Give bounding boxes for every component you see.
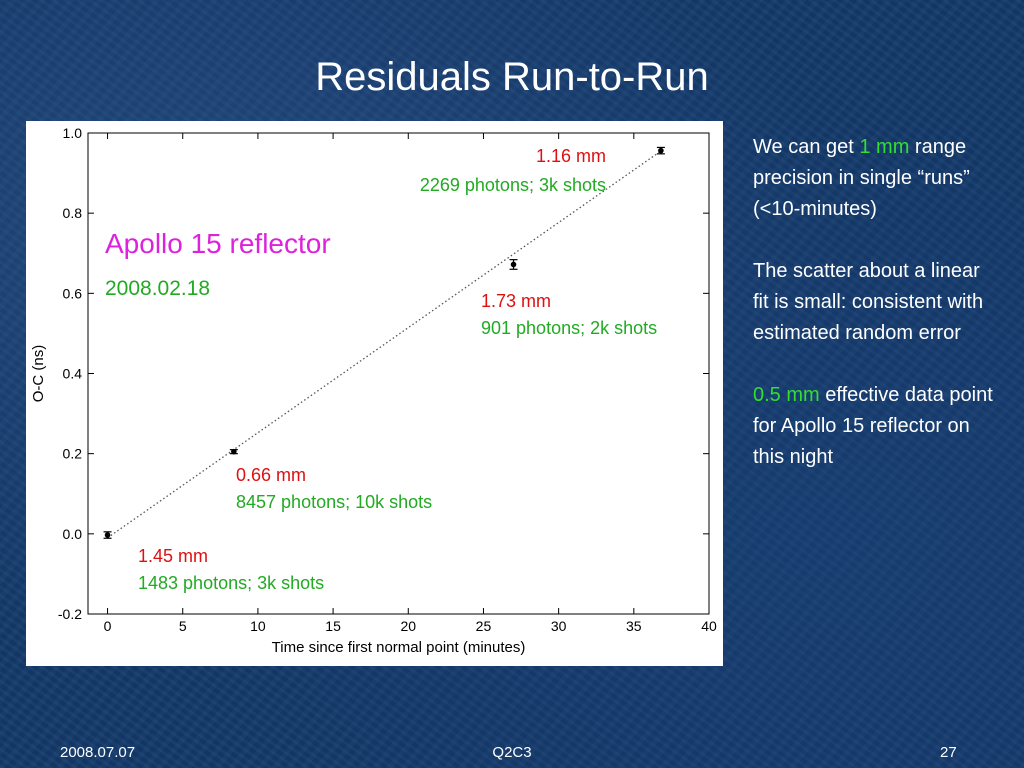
- photon-label: 2269 photons; 3k shots: [420, 175, 606, 195]
- x-tick-label: 10: [250, 618, 266, 634]
- x-axis-label: Time since first normal point (minutes): [272, 639, 526, 656]
- precision-label: 1.16 mm: [536, 146, 606, 166]
- slide-title: Residuals Run-to-Run: [315, 55, 709, 99]
- precision-label: 1.45 mm: [138, 546, 208, 566]
- data-point: [658, 147, 664, 154]
- residuals-chart: 0 5 10 15 20 25 30 35 40 -0.2 0.0 0.2 0.4 0.6 0.8 1.0 Ti…: [30, 125, 717, 656]
- precision-highlight: 1 mm: [859, 136, 910, 158]
- y-tick-label: 0.0: [63, 526, 83, 542]
- x-tick-label: 25: [476, 618, 492, 634]
- y-tick-label: -0.2: [58, 606, 82, 622]
- data-point: [231, 448, 237, 455]
- residuals-plot: 0 5 10 15 20 25 30 35 40 -0.2 0.0 0.2 0.4 0.6 0.8 1.0 Ti…: [26, 121, 723, 666]
- slide-number: 27: [940, 744, 957, 761]
- side-notes: We can get 1 mm range precision in singl…: [753, 132, 993, 504]
- precision-label: 1.73 mm: [481, 291, 551, 311]
- photon-label: 901 photons; 2k shots: [481, 318, 657, 338]
- observation-date: 2008.02.18: [105, 277, 210, 300]
- y-tick-label: 1.0: [63, 125, 83, 141]
- x-tick-label: 0: [104, 618, 112, 634]
- data-point: [104, 532, 111, 538]
- reflector-label: Apollo 15 reflector: [105, 228, 331, 259]
- y-tick-label: 0.8: [63, 205, 83, 221]
- precision-label: 0.66 mm: [236, 465, 306, 485]
- x-tick-label: 15: [325, 618, 341, 634]
- x-tick-label: 30: [551, 618, 567, 634]
- data-point: [510, 261, 517, 268]
- x-tick-label: 5: [179, 618, 187, 634]
- x-tick-label: 40: [701, 618, 717, 634]
- effective-highlight: 0.5 mm: [753, 384, 820, 406]
- footer-title: Q2C3: [492, 744, 532, 761]
- photon-label: 1483 photons; 3k shots: [138, 573, 324, 593]
- footer-date: 2008.07.07: [60, 744, 136, 761]
- fit-line: [107, 150, 662, 539]
- y-tick-label: 0.4: [63, 366, 83, 382]
- y-axis-label: O-C (ns): [30, 345, 47, 403]
- plot-frame: [87, 132, 710, 615]
- effective-point-note: 0.5 mm effective data point for Apollo 1…: [753, 384, 993, 468]
- precision-note: We can get 1 mm range precision in singl…: [753, 136, 970, 220]
- y-tick-label: 0.6: [63, 285, 83, 301]
- x-tick-label: 35: [626, 618, 642, 634]
- x-tick-label: 20: [400, 618, 416, 634]
- photon-label: 8457 photons; 10k shots: [236, 492, 432, 512]
- y-tick-label: 0.2: [63, 446, 83, 462]
- scatter-note: The scatter about a linear fit is small:…: [753, 260, 984, 344]
